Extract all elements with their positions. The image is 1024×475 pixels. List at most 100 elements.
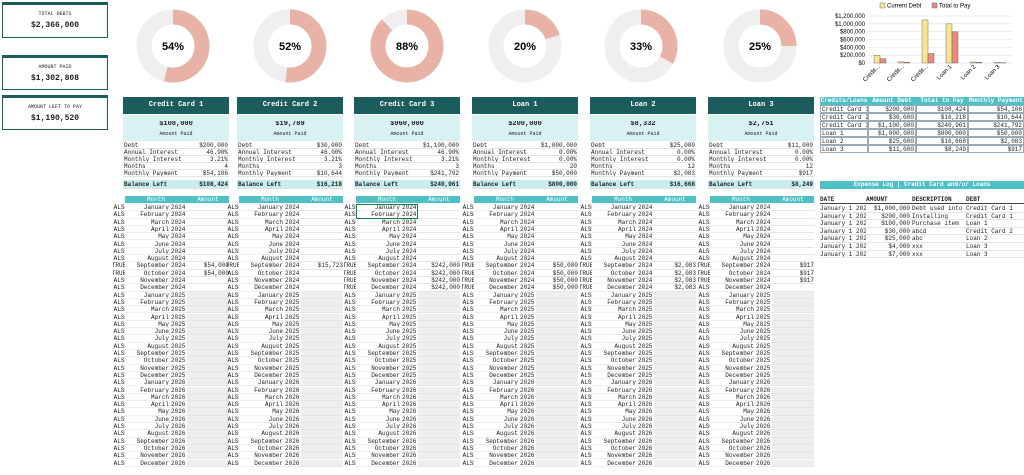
status-cell: FALSE [113, 306, 125, 314]
amount-paid: $108,000 [159, 121, 193, 128]
card-row-label: Balance Left [355, 181, 399, 188]
month-name: July [239, 248, 283, 256]
amount-cell [536, 350, 578, 358]
status-cell: FALSE [113, 408, 125, 416]
month-name: October [710, 357, 754, 365]
summary-box: AMOUNT PAID $1,302,808 [2, 55, 108, 90]
month-year: 2025 [636, 306, 654, 314]
card-row: Balance Left $16,668 [590, 180, 696, 189]
month-year: 2024 [518, 277, 536, 285]
month-name: March [474, 394, 518, 402]
month-year: 2026 [518, 423, 536, 431]
status-cell: FALSE [462, 204, 474, 211]
status-cell: FALSE [462, 364, 474, 372]
month-header: Month [125, 196, 187, 203]
month-year: 2026 [400, 437, 418, 445]
month-name: January [592, 292, 636, 299]
amount-cell [772, 291, 814, 299]
amount-cell [418, 211, 460, 219]
month-name: July [592, 248, 636, 256]
month-year: 2025 [636, 291, 654, 299]
status-cell: FALSE [113, 459, 125, 467]
month-name: May [239, 233, 283, 241]
card-row-value: 0.00% [558, 149, 577, 156]
month-year: 2026 [169, 459, 187, 467]
amount-cell [187, 233, 229, 241]
summary-value: $1,302,808 [30, 74, 79, 83]
month-name: July [125, 248, 169, 256]
month-year: 2026 [400, 379, 418, 387]
month-header: Month [710, 196, 772, 203]
month-name: October [239, 270, 283, 277]
amount-cell [187, 342, 229, 350]
status-cell: FALSE [344, 255, 356, 263]
month-year: 2026 [169, 452, 187, 460]
status-cell: FALSE [462, 225, 474, 233]
month-name: August [239, 430, 283, 438]
expense-cell: $4,000 [866, 243, 912, 251]
month-year: 2024 [518, 262, 536, 270]
amount-cell [536, 342, 578, 350]
amount-cell [772, 408, 814, 416]
status-cell: FALSE [227, 371, 239, 379]
month-year: 2025 [754, 364, 772, 372]
status-cell: FALSE [698, 306, 710, 314]
card-row: Months 3 [237, 163, 343, 170]
amount-cell [654, 335, 696, 343]
month-name: April [356, 314, 400, 321]
month-name: November [239, 452, 283, 460]
month-year: 2024 [754, 255, 772, 263]
amount-cell: $50,000 [536, 284, 578, 292]
month-year: 2024 [518, 218, 536, 226]
amount-cell: $54,000 [187, 262, 229, 270]
amount-header: Amount [772, 196, 814, 203]
status-cell: FALSE [113, 393, 125, 401]
month-name: May [592, 233, 636, 241]
amount-cell [418, 379, 460, 387]
month-year: 2025 [400, 364, 418, 372]
month-year: 2026 [400, 423, 418, 431]
month-year: 2024 [169, 204, 187, 212]
card-row: Months 20 [472, 163, 578, 170]
month-year: 2024 [283, 277, 301, 285]
month-name: March [239, 394, 283, 402]
card-row: Annual Interest 46.90% [123, 149, 229, 156]
summary-cell: $1,100,000 [868, 121, 916, 129]
month-name: February [710, 211, 754, 219]
amount-cell: $2,751 Amount Paid [708, 115, 814, 141]
month-name: January [125, 379, 169, 387]
month-year: 2024 [518, 233, 536, 241]
card-row: Annual Interest 0.00% [708, 149, 814, 156]
month-year: 2026 [518, 444, 536, 453]
month-year: 2026 [169, 408, 187, 416]
amount-cell [772, 357, 814, 365]
status-cell: FALSE [698, 240, 710, 248]
amount-cell [301, 277, 343, 285]
month-year: 2025 [518, 335, 536, 343]
month-year: 2025 [636, 313, 654, 321]
month-name: December [125, 284, 169, 292]
status-cell: FALSE [698, 430, 710, 438]
amount-cell [536, 379, 578, 387]
amount-cell [654, 430, 696, 438]
amount-cell [536, 211, 578, 219]
month-year: 2025 [283, 350, 301, 358]
month-name: November [356, 452, 400, 460]
month-year: 2026 [754, 452, 772, 460]
amount-cell [418, 452, 460, 460]
card-row: Monthly Payment $10,644 [237, 170, 343, 177]
amount-cell: $50,000 [536, 270, 578, 277]
amount-cell [654, 371, 696, 380]
amount-cell [772, 386, 814, 394]
card-row-value: $54,106 [202, 170, 228, 177]
month-name: July [710, 248, 754, 256]
month-year: 2024 [400, 284, 418, 292]
summary-header: Credits/Loans [820, 97, 868, 105]
month-name: June [239, 416, 283, 423]
status-cell: FALSE [580, 313, 592, 321]
expense-cell: January 1 2024 [820, 235, 866, 243]
month-name: February [239, 211, 283, 219]
month-year: 2024 [169, 284, 187, 292]
amount-cell [536, 328, 578, 336]
month-year: 2026 [518, 393, 536, 402]
